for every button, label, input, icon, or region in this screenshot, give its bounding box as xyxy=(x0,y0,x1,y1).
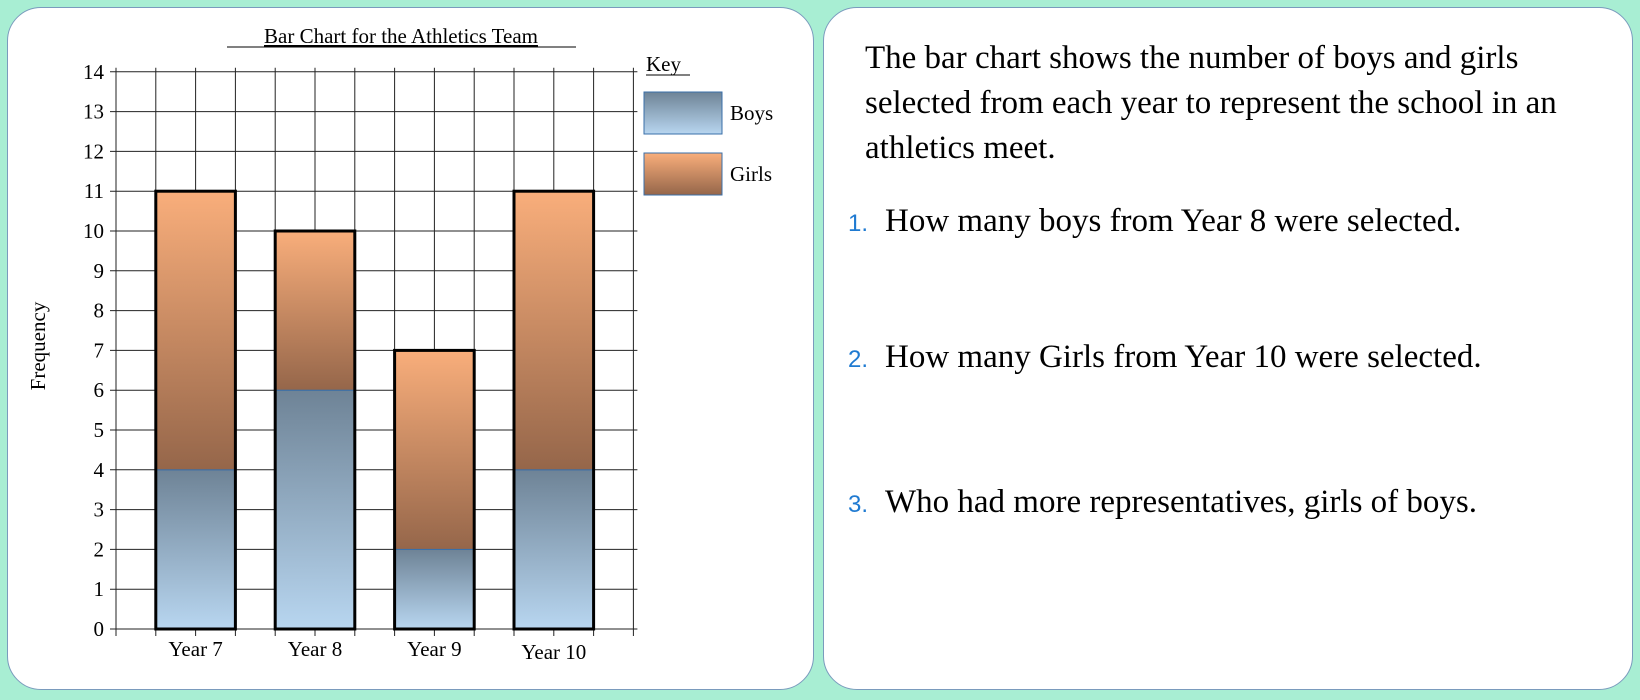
x-tick-label: Year 7 xyxy=(168,637,222,661)
bar-segment-boys xyxy=(394,548,475,630)
y-tick-label: 7 xyxy=(94,338,105,362)
bar-outline xyxy=(154,189,237,631)
x-tick-label: Year 8 xyxy=(288,637,342,661)
questions-panel: The bar chart shows the number of boys a… xyxy=(823,7,1633,690)
y-tick-label: 12 xyxy=(83,139,104,163)
y-tick-label: 5 xyxy=(94,418,105,442)
legend-swatch-boys xyxy=(643,91,723,135)
y-tick-label: 13 xyxy=(83,100,104,124)
y-tick-label: 0 xyxy=(94,617,105,641)
question-number: 1. xyxy=(848,210,869,237)
chart-title: Bar Chart for the Athletics Team xyxy=(264,24,538,48)
question-2: 2. How many Girls from Year 10 were selec… xyxy=(848,339,1482,376)
y-tick-label: 6 xyxy=(94,378,105,402)
question-text: How many boys from Year 8 were selected. xyxy=(885,203,1462,239)
y-tick-label: 9 xyxy=(94,259,105,283)
y-tick-label: 1 xyxy=(94,577,105,601)
question-3: 3. Who had more representatives, girls of… xyxy=(848,484,1477,521)
y-tick-label: 4 xyxy=(94,458,105,482)
legend-title: Key xyxy=(646,52,681,76)
question-text: How many Girls from Year 10 were selecte… xyxy=(885,339,1482,375)
y-tick-label: 14 xyxy=(83,60,105,84)
question-text: Who had more representatives, girls of b… xyxy=(885,484,1478,520)
x-tick-label: Year 10 xyxy=(521,640,586,664)
y-tick-label: 11 xyxy=(84,179,104,203)
y-tick-label: 8 xyxy=(94,299,105,323)
intro-text: The bar chart shows the number of boys a… xyxy=(865,40,1557,166)
bar-segment-boys xyxy=(274,389,356,630)
bar-outline xyxy=(393,348,476,631)
question-number: 3. xyxy=(848,491,869,518)
legend-swatch-girls xyxy=(643,152,723,196)
question-1: 1. How many boys from Year 8 were selecte… xyxy=(848,203,1461,240)
question-number: 2. xyxy=(848,346,869,373)
chart-panel: 0 1 2 3 4 5 6 7 8 9 10 11 12 13 14 Year 7 Year 8 Year 9 Ye… xyxy=(7,7,814,690)
bar-segment-boys xyxy=(155,469,236,630)
bar-segment-girls xyxy=(274,230,356,391)
y-tick-label: 2 xyxy=(94,537,105,561)
legend-label: Girls xyxy=(730,162,772,186)
bar-outline xyxy=(273,229,357,631)
bar-outline xyxy=(512,189,596,631)
bar-segment-girls xyxy=(394,349,475,550)
x-tick-label: Year 9 xyxy=(407,637,461,661)
y-tick-label: 10 xyxy=(83,219,104,243)
y-tick-label: 3 xyxy=(94,498,105,522)
legend-label: Boys xyxy=(730,101,773,125)
bar-segment-boys xyxy=(513,469,595,630)
bar-segment-girls xyxy=(155,190,236,471)
y-axis-label: Frequency xyxy=(26,301,50,390)
bar-segment-girls xyxy=(513,190,595,471)
